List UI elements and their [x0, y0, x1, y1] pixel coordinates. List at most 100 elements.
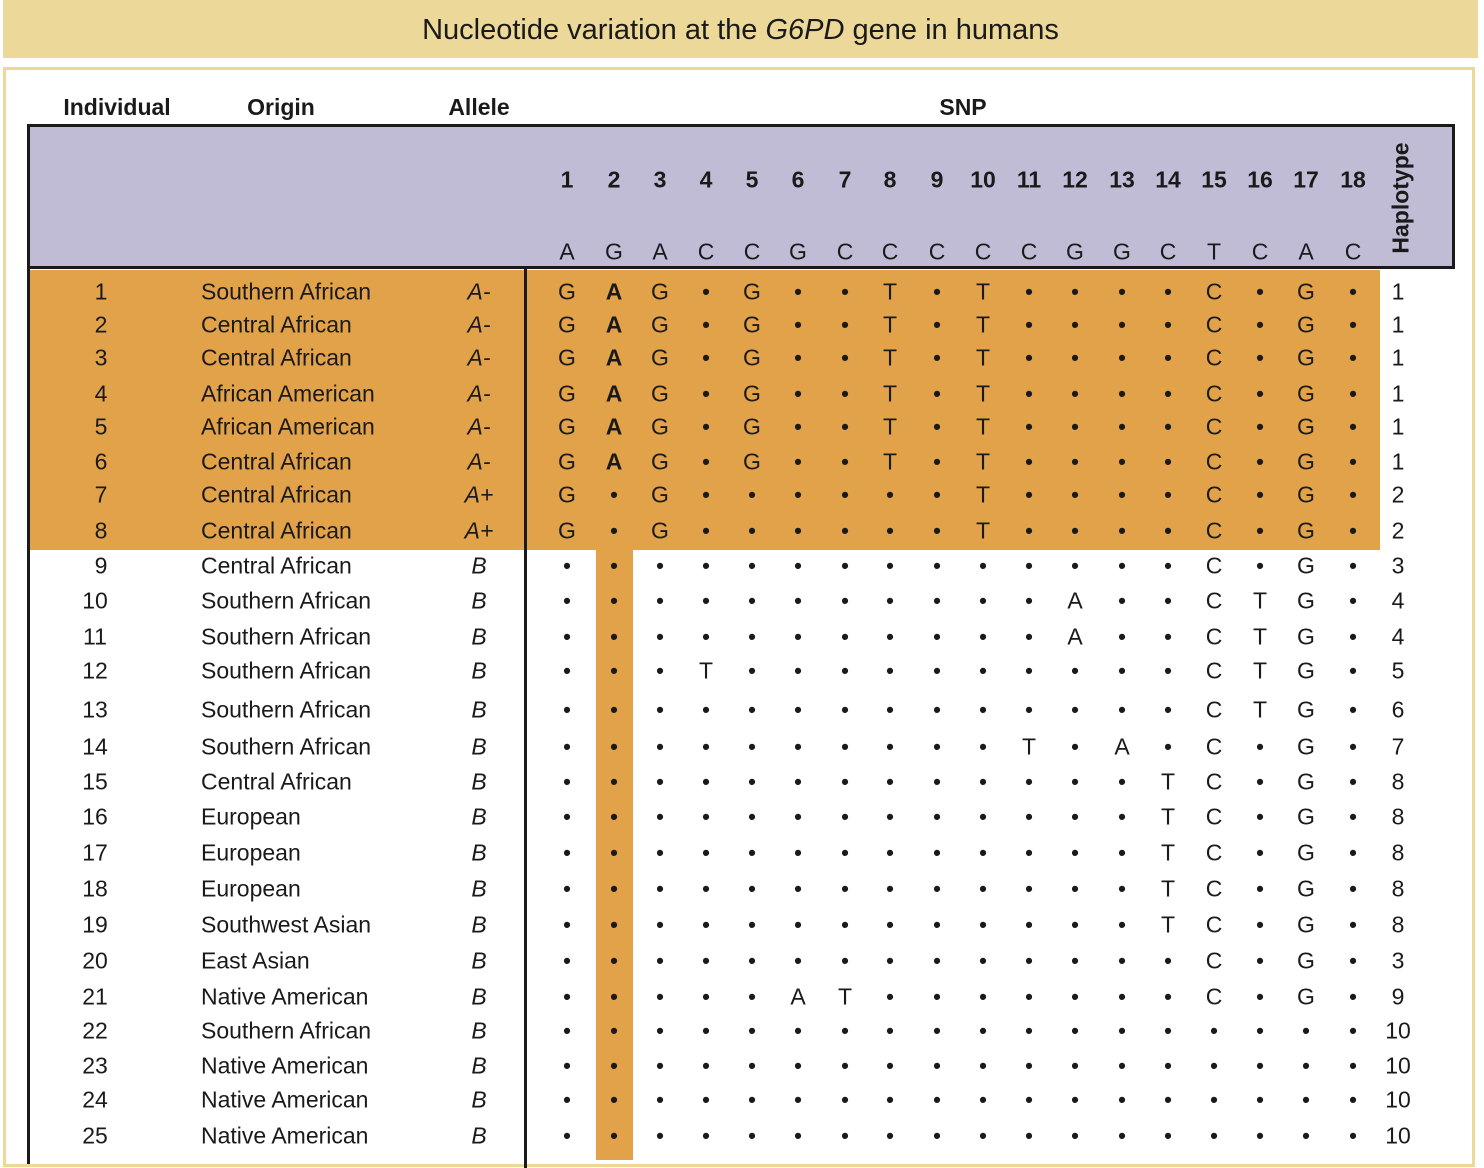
- snp-cell: •: [747, 517, 757, 544]
- snp-cell: •: [701, 623, 711, 650]
- snp-cell: •: [1255, 983, 1265, 1010]
- snp-cell: C: [1205, 657, 1223, 684]
- snp-cell: •: [1255, 448, 1265, 475]
- snp-cell: •: [978, 947, 988, 974]
- snp-cell: G: [1297, 657, 1315, 684]
- snp-cell: •: [932, 1122, 942, 1149]
- snp-cell: •: [701, 1017, 711, 1044]
- snp-cell: •: [747, 1086, 757, 1113]
- snp-cell: •: [1163, 1122, 1173, 1149]
- haplotype-number: 2: [1391, 517, 1405, 544]
- allele-label: B: [471, 1086, 487, 1113]
- snp-cell: •: [978, 696, 988, 723]
- snp-cell: A: [1114, 733, 1130, 760]
- snp-cell: •: [609, 657, 619, 684]
- snp-cell: •: [1070, 448, 1080, 475]
- snp-cell: •: [1117, 803, 1127, 830]
- origin-label: Southern African: [201, 696, 372, 723]
- allele-label: B: [471, 983, 487, 1010]
- snp-cell: •: [1117, 448, 1127, 475]
- snp-cell: •: [747, 839, 757, 866]
- snp-cell: T: [1252, 657, 1268, 684]
- snp-cell: •: [840, 768, 850, 795]
- snp-cell: •: [1348, 413, 1358, 440]
- snp-cell: •: [1117, 947, 1127, 974]
- snp-divider-rule: [524, 268, 527, 1168]
- snp-cell: •: [840, 696, 850, 723]
- snp-cell: •: [978, 587, 988, 614]
- snp-cell: T: [975, 413, 991, 440]
- individual-number: 23: [82, 1052, 108, 1079]
- snp-cell: •: [655, 587, 665, 614]
- individual-number: 25: [82, 1122, 108, 1149]
- snp-cell: •: [793, 803, 803, 830]
- individual-number: 5: [94, 413, 108, 440]
- snp-cell: •: [1255, 344, 1265, 371]
- snp-cell: •: [1348, 657, 1358, 684]
- snp-cell: •: [701, 552, 711, 579]
- snp-cell: C: [1205, 552, 1223, 579]
- snp-cell: T: [882, 344, 898, 371]
- snp-cell: •: [932, 1086, 942, 1113]
- snp-cell: •: [793, 413, 803, 440]
- individual-number: 1: [94, 278, 108, 305]
- snp-cell: •: [747, 552, 757, 579]
- snp-header-band: [27, 124, 1455, 269]
- snp-cell: •: [655, 1122, 665, 1149]
- snp-cell: A: [605, 413, 623, 440]
- snp-cell: •: [1024, 657, 1034, 684]
- snp-cell: •: [978, 552, 988, 579]
- snp-cell: •: [1348, 875, 1358, 902]
- snp-cell: T: [882, 413, 898, 440]
- haplotype-number: 8: [1391, 839, 1405, 866]
- snp-cell: •: [562, 552, 572, 579]
- snp-cell: •: [609, 733, 619, 760]
- snp-cell: •: [932, 875, 942, 902]
- snp-cell: •: [609, 803, 619, 830]
- snp-cell: •: [701, 1052, 711, 1079]
- snp-cell: •: [840, 344, 850, 371]
- snp-cell: •: [1070, 875, 1080, 902]
- snp-cell: •: [1163, 311, 1173, 338]
- snp-cell: C: [1205, 983, 1223, 1010]
- snp-cell: •: [701, 587, 711, 614]
- snp-cell: •: [1348, 803, 1358, 830]
- snp-cell: •: [1163, 947, 1173, 974]
- snp-cell: •: [1348, 1017, 1358, 1044]
- snp-cell: •: [1117, 344, 1127, 371]
- snp-cell: G: [1297, 947, 1315, 974]
- snp-cell: •: [747, 947, 757, 974]
- snp-cell: •: [885, 623, 895, 650]
- snp-cell: •: [932, 803, 942, 830]
- snp-cell: •: [885, 1086, 895, 1113]
- snp-cell: •: [562, 733, 572, 760]
- haplotype-number: 1: [1391, 413, 1405, 440]
- allele-label: B: [471, 696, 487, 723]
- snp-cell: •: [1301, 1017, 1311, 1044]
- snp-cell: •: [747, 1122, 757, 1149]
- snp-cell: •: [840, 481, 850, 508]
- snp-cell: T: [1252, 696, 1268, 723]
- individual-number: 11: [83, 623, 107, 650]
- snp-cell: •: [793, 344, 803, 371]
- snp-cell: G: [1297, 380, 1315, 407]
- snp-cell: •: [1255, 481, 1265, 508]
- individual-number: 13: [82, 696, 108, 723]
- snp-cell: C: [1205, 587, 1223, 614]
- reference-base: G: [605, 238, 623, 265]
- snp-cell: •: [840, 311, 850, 338]
- snp-cell: •: [701, 983, 711, 1010]
- snp-cell: G: [558, 517, 576, 544]
- snp-number: 18: [1340, 166, 1366, 193]
- origin-label: Central African: [201, 517, 352, 544]
- snp-cell: •: [978, 657, 988, 684]
- reference-base: C: [1020, 238, 1038, 265]
- snp-cell: •: [1024, 911, 1034, 938]
- snp-cell: A: [605, 380, 623, 407]
- snp-cell: •: [609, 552, 619, 579]
- snp-cell: •: [1024, 768, 1034, 795]
- allele-label: A-: [467, 344, 491, 371]
- snp-cell: •: [793, 278, 803, 305]
- snp-cell: •: [655, 983, 665, 1010]
- snp-cell: •: [885, 733, 895, 760]
